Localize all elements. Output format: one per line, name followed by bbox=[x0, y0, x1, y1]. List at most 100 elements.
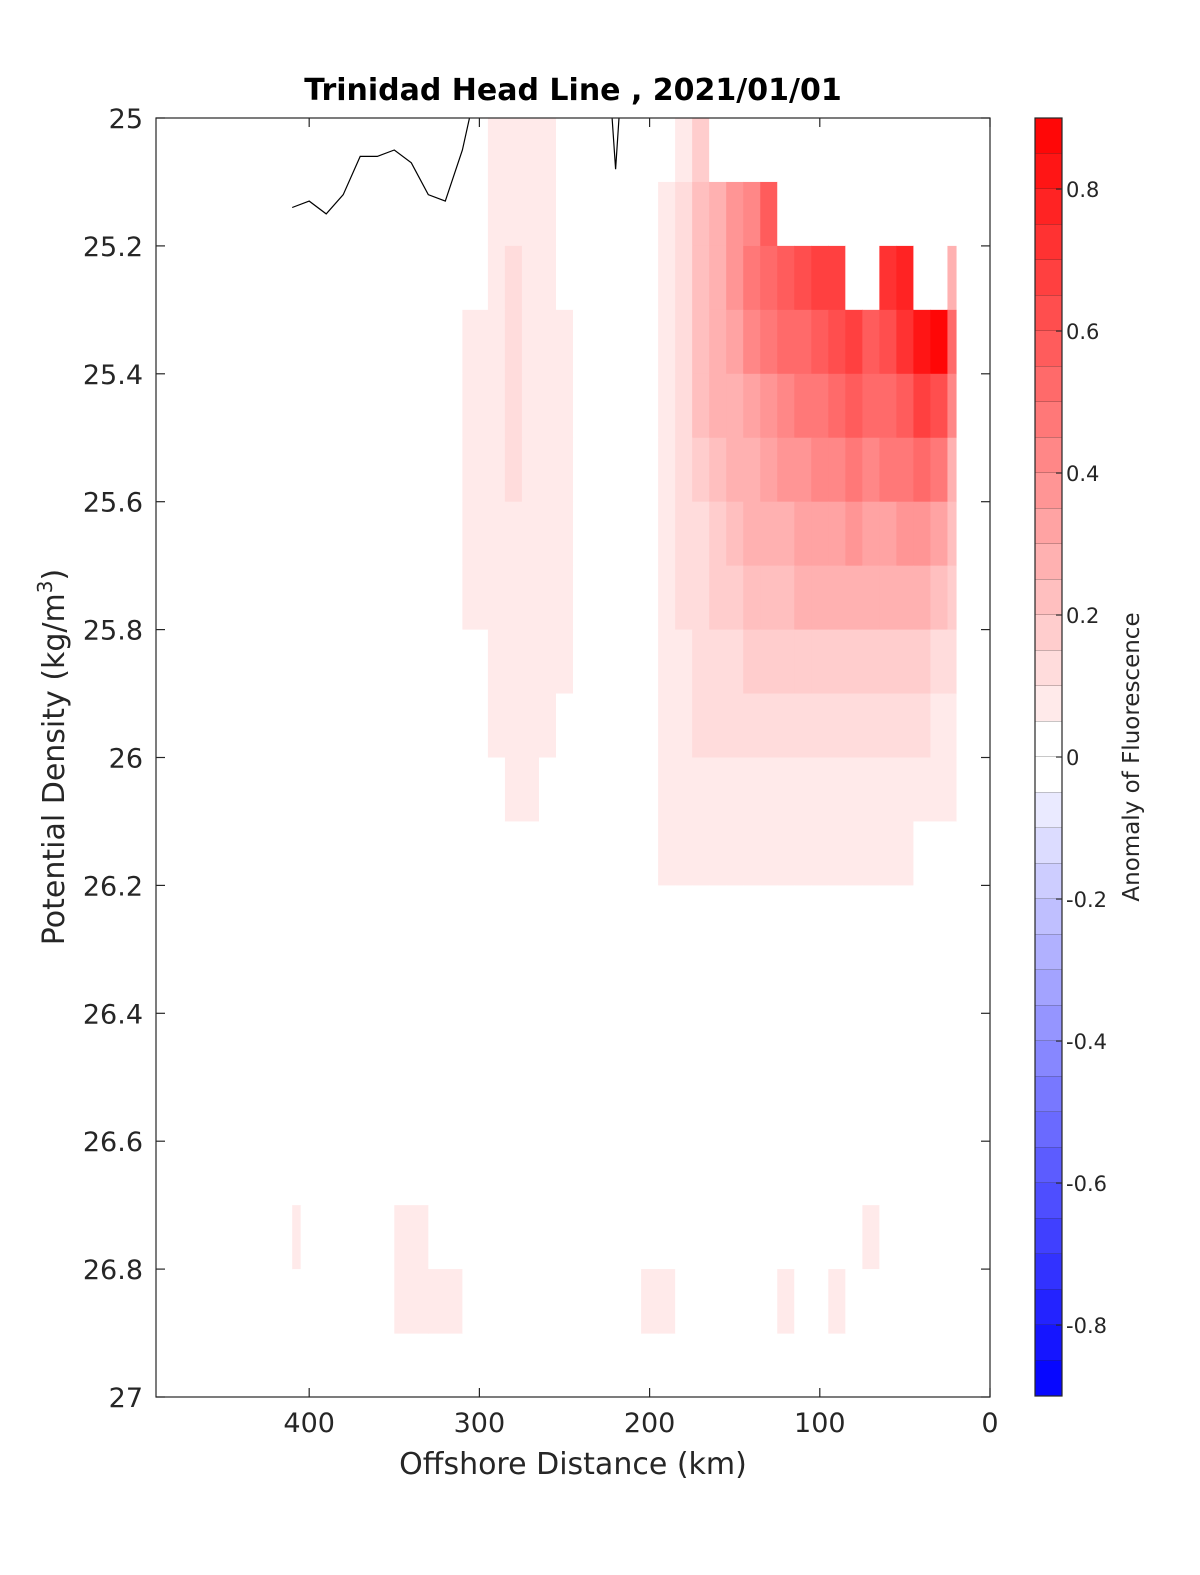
heatmap-cell bbox=[879, 565, 897, 631]
heatmap-cell bbox=[930, 1141, 949, 1206]
heatmap-cell bbox=[709, 1269, 727, 1334]
heatmap-cell bbox=[538, 1077, 557, 1142]
heatmap-cell bbox=[300, 885, 327, 950]
heatmap-cell bbox=[675, 118, 693, 183]
heatmap-cell bbox=[641, 1269, 659, 1334]
heatmap-cell bbox=[504, 693, 523, 759]
heatmap-cell bbox=[896, 1141, 915, 1206]
heatmap-cell bbox=[947, 1141, 957, 1206]
heatmap-cell bbox=[947, 1013, 957, 1078]
heatmap-cell bbox=[811, 629, 829, 695]
heatmap-cell bbox=[947, 181, 957, 247]
heatmap-cell bbox=[777, 565, 795, 631]
heatmap-cell bbox=[879, 1269, 897, 1334]
heatmap-cell bbox=[947, 821, 957, 886]
heatmap-cell bbox=[777, 118, 795, 183]
y-tick-label: 25.8 bbox=[83, 616, 143, 647]
heatmap-cell bbox=[658, 181, 676, 247]
heatmap-cell bbox=[709, 629, 727, 695]
heatmap-cell bbox=[555, 1141, 574, 1206]
heatmap-cell bbox=[777, 501, 795, 567]
heatmap-cell bbox=[462, 949, 489, 1014]
heatmap-cell bbox=[487, 1269, 506, 1334]
heatmap-cell bbox=[896, 565, 915, 631]
heatmap-cell bbox=[845, 949, 863, 1014]
heatmap-cell bbox=[607, 565, 625, 631]
heatmap-cell bbox=[913, 309, 932, 375]
heatmap-cell bbox=[326, 245, 361, 311]
heatmap-cell bbox=[573, 1269, 591, 1334]
heatmap-cell bbox=[845, 245, 863, 311]
heatmap-cell bbox=[760, 437, 778, 503]
heatmap-cell bbox=[555, 1205, 574, 1270]
heatmap-cell bbox=[726, 1013, 744, 1078]
heatmap-cell bbox=[538, 949, 557, 1014]
heatmap-cell bbox=[607, 501, 625, 567]
colorbar-bin bbox=[1035, 1183, 1062, 1219]
heatmap-cell bbox=[521, 1205, 540, 1270]
colorbar-tick-label: 0 bbox=[1066, 746, 1079, 770]
heatmap-cell bbox=[845, 118, 863, 183]
heatmap-cell bbox=[360, 629, 395, 695]
heatmap-cell bbox=[360, 1141, 395, 1206]
heatmap-cell bbox=[743, 1269, 761, 1334]
y-tick-label: 25.6 bbox=[83, 488, 143, 519]
heatmap-cell bbox=[394, 373, 429, 439]
heatmap-cell bbox=[692, 118, 710, 183]
heatmap-cell bbox=[692, 245, 710, 311]
heatmap-cell bbox=[428, 245, 463, 311]
heatmap-cell bbox=[641, 1205, 659, 1270]
heatmap-cell bbox=[879, 309, 897, 375]
heatmap-cell bbox=[300, 501, 327, 567]
heatmap-cell bbox=[394, 437, 429, 503]
heatmap-cell bbox=[675, 1205, 693, 1270]
colorbar-bin bbox=[1035, 1112, 1062, 1148]
heatmap-cell bbox=[709, 565, 727, 631]
heatmap-cell bbox=[607, 181, 625, 247]
heatmap-cell bbox=[487, 949, 506, 1014]
heatmap-cell bbox=[538, 757, 557, 823]
heatmap-cell bbox=[624, 693, 642, 759]
heatmap-cell bbox=[794, 501, 812, 567]
heatmap-cell bbox=[675, 949, 693, 1014]
heatmap-cell bbox=[590, 885, 608, 950]
heatmap-cell bbox=[573, 1205, 591, 1270]
heatmap-cell bbox=[692, 949, 710, 1014]
heatmap-cell bbox=[760, 118, 778, 183]
heatmap-cell bbox=[538, 118, 557, 183]
heatmap-cell bbox=[590, 565, 608, 631]
heatmap-cell bbox=[462, 501, 489, 567]
heatmap-cell bbox=[462, 118, 489, 183]
colorbar-bin bbox=[1035, 650, 1062, 687]
heatmap-cell bbox=[487, 1205, 506, 1270]
heatmap-cell bbox=[828, 885, 846, 950]
heatmap-cell bbox=[828, 373, 846, 439]
heatmap-cell bbox=[913, 501, 932, 567]
heatmap-cell bbox=[360, 309, 395, 375]
heatmap-cell bbox=[743, 949, 761, 1014]
heatmap-cell bbox=[811, 565, 829, 631]
heatmap-cell bbox=[879, 373, 897, 439]
y-tick-label: 25.2 bbox=[83, 232, 143, 263]
heatmap-cell bbox=[292, 1205, 302, 1270]
heatmap-cell bbox=[726, 1269, 744, 1334]
heatmap-cell bbox=[573, 1013, 591, 1078]
heatmap-cell bbox=[521, 1269, 540, 1334]
heatmap-cell bbox=[300, 757, 327, 823]
heatmap-cell bbox=[641, 245, 659, 311]
heatmap-cell bbox=[879, 885, 897, 950]
heatmap-cell bbox=[947, 693, 957, 759]
heatmap-cell bbox=[394, 1205, 429, 1270]
heatmap-cell bbox=[641, 309, 659, 375]
heatmap-cell bbox=[692, 629, 710, 695]
heatmap-cell bbox=[360, 565, 395, 631]
heatmap-cell bbox=[726, 309, 744, 375]
heatmap-cell bbox=[947, 245, 957, 311]
heatmap-cell bbox=[641, 565, 659, 631]
heatmap-cell bbox=[462, 1013, 489, 1078]
heatmap-cell bbox=[504, 309, 523, 375]
heatmap-cell bbox=[811, 821, 829, 886]
heatmap-cell bbox=[504, 629, 523, 695]
heatmap-cell bbox=[658, 1013, 676, 1078]
heatmap-cell bbox=[862, 309, 880, 375]
